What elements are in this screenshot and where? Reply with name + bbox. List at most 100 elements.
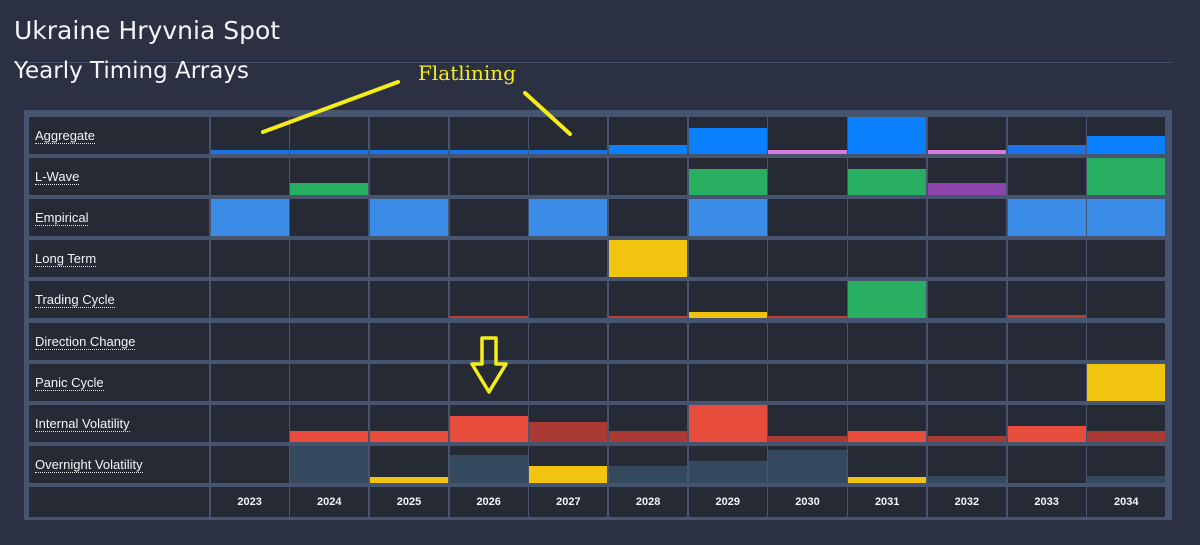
- cell-2028: [609, 322, 688, 360]
- cell-2033: [1007, 281, 1086, 319]
- row-label[interactable]: Overnight Volatility: [35, 456, 143, 473]
- row-label[interactable]: Internal Volatility: [35, 415, 130, 432]
- bar: [1007, 315, 1086, 319]
- bar: [529, 199, 608, 237]
- row-label[interactable]: Trading Cycle: [35, 292, 115, 309]
- bar: [1007, 425, 1086, 442]
- cell-2030: [768, 363, 847, 401]
- row-direction-change: Direction Change: [29, 322, 1168, 360]
- bar: [848, 169, 927, 196]
- cell-2034: [1087, 404, 1166, 442]
- year-axis-row: 2023 2024 2025 2026 2027 2028 2029 2030 2031 2032…: [29, 486, 1168, 517]
- cell-2032: [927, 404, 1006, 442]
- bar: [449, 454, 528, 483]
- cell-2023: [210, 117, 289, 154]
- bar: [529, 465, 608, 483]
- row-label[interactable]: L-Wave: [35, 169, 80, 186]
- bar: [848, 430, 927, 442]
- cell-2025: [369, 445, 449, 483]
- cell-2027: [529, 158, 608, 196]
- bar: [848, 117, 927, 154]
- year-tick-label: 2026: [449, 486, 528, 517]
- cell-2027: [529, 240, 608, 278]
- cell-2024: [290, 158, 369, 196]
- year-tick-label: 2030: [768, 486, 847, 517]
- cell-2033: [1007, 199, 1086, 237]
- cell-2025: [369, 404, 449, 442]
- cell-2033: [1007, 445, 1086, 483]
- row-label-cell: Direction Change: [29, 322, 209, 360]
- cell-2023: [210, 281, 289, 319]
- bar: [609, 465, 688, 483]
- cell-2025: [369, 322, 449, 360]
- row-trading-cycle: Trading Cycle: [29, 281, 1168, 319]
- cell-2025: [369, 363, 449, 401]
- cell-2028: [609, 404, 688, 442]
- bar: [609, 430, 688, 442]
- cell-2026: [449, 322, 528, 360]
- cell-2032: [927, 199, 1006, 237]
- cell-2029: [688, 363, 767, 401]
- cell-2027: [529, 322, 608, 360]
- row-label[interactable]: Empirical: [35, 210, 89, 227]
- bar: [927, 150, 1006, 154]
- cell-2023: [210, 199, 289, 237]
- cell-2026: [449, 281, 528, 319]
- row-label[interactable]: Long Term: [35, 251, 97, 268]
- bar: [290, 430, 369, 442]
- cell-2029: [688, 322, 767, 360]
- cell-2034: [1087, 199, 1166, 237]
- cell-2029: [688, 240, 767, 278]
- cell-2034: [1087, 281, 1166, 319]
- bar: [768, 150, 847, 154]
- cell-2031: [848, 404, 927, 442]
- bar: [1087, 430, 1166, 442]
- cell-2032: [927, 117, 1006, 154]
- year-tick-label: 2032: [927, 486, 1006, 517]
- cell-2031: [848, 322, 927, 360]
- bar: [768, 435, 847, 442]
- cell-2033: [1007, 404, 1086, 442]
- bar: [768, 316, 847, 319]
- chart-subtitle: Yearly Timing Arrays: [14, 58, 249, 84]
- cell-2028: [609, 363, 688, 401]
- cell-2033: [1007, 322, 1086, 360]
- bar: [927, 475, 1006, 483]
- row-panic-cycle: Panic Cycle: [29, 363, 1168, 401]
- cell-2033: [1007, 240, 1086, 278]
- cell-2023: [210, 240, 289, 278]
- bar: [609, 316, 688, 319]
- bar: [1087, 475, 1166, 483]
- cell-2033: [1007, 117, 1086, 154]
- bar: [609, 145, 688, 154]
- year-tick-label: 2031: [848, 486, 927, 517]
- cell-2024: [290, 281, 369, 319]
- row-label[interactable]: Aggregate: [35, 128, 95, 144]
- cell-2031: [848, 199, 927, 237]
- cell-2024: [290, 322, 369, 360]
- cell-2032: [927, 322, 1006, 360]
- cell-2030: [768, 322, 847, 360]
- row-label[interactable]: Panic Cycle: [35, 374, 104, 391]
- cell-2024: [290, 117, 369, 154]
- cell-2023: [210, 158, 289, 196]
- cell-2024: [290, 445, 369, 483]
- bar: [529, 421, 608, 442]
- bar: [609, 240, 688, 278]
- row-label-cell: L-Wave: [29, 158, 209, 196]
- cell-2030: [768, 158, 847, 196]
- bar: [1007, 145, 1086, 154]
- cell-2028: [609, 445, 688, 483]
- cell-2024: [290, 404, 369, 442]
- row-internal-volatility: Internal Volatility: [29, 404, 1168, 442]
- bar: [290, 183, 369, 196]
- cell-2034: [1087, 240, 1166, 278]
- cell-2032: [927, 240, 1006, 278]
- cell-2027: [529, 445, 608, 483]
- bar: [688, 404, 767, 442]
- row-label[interactable]: Direction Change: [35, 333, 136, 350]
- bar: [290, 445, 369, 483]
- cell-2026: [449, 363, 528, 401]
- cell-2023: [210, 363, 289, 401]
- cell-2030: [768, 445, 847, 483]
